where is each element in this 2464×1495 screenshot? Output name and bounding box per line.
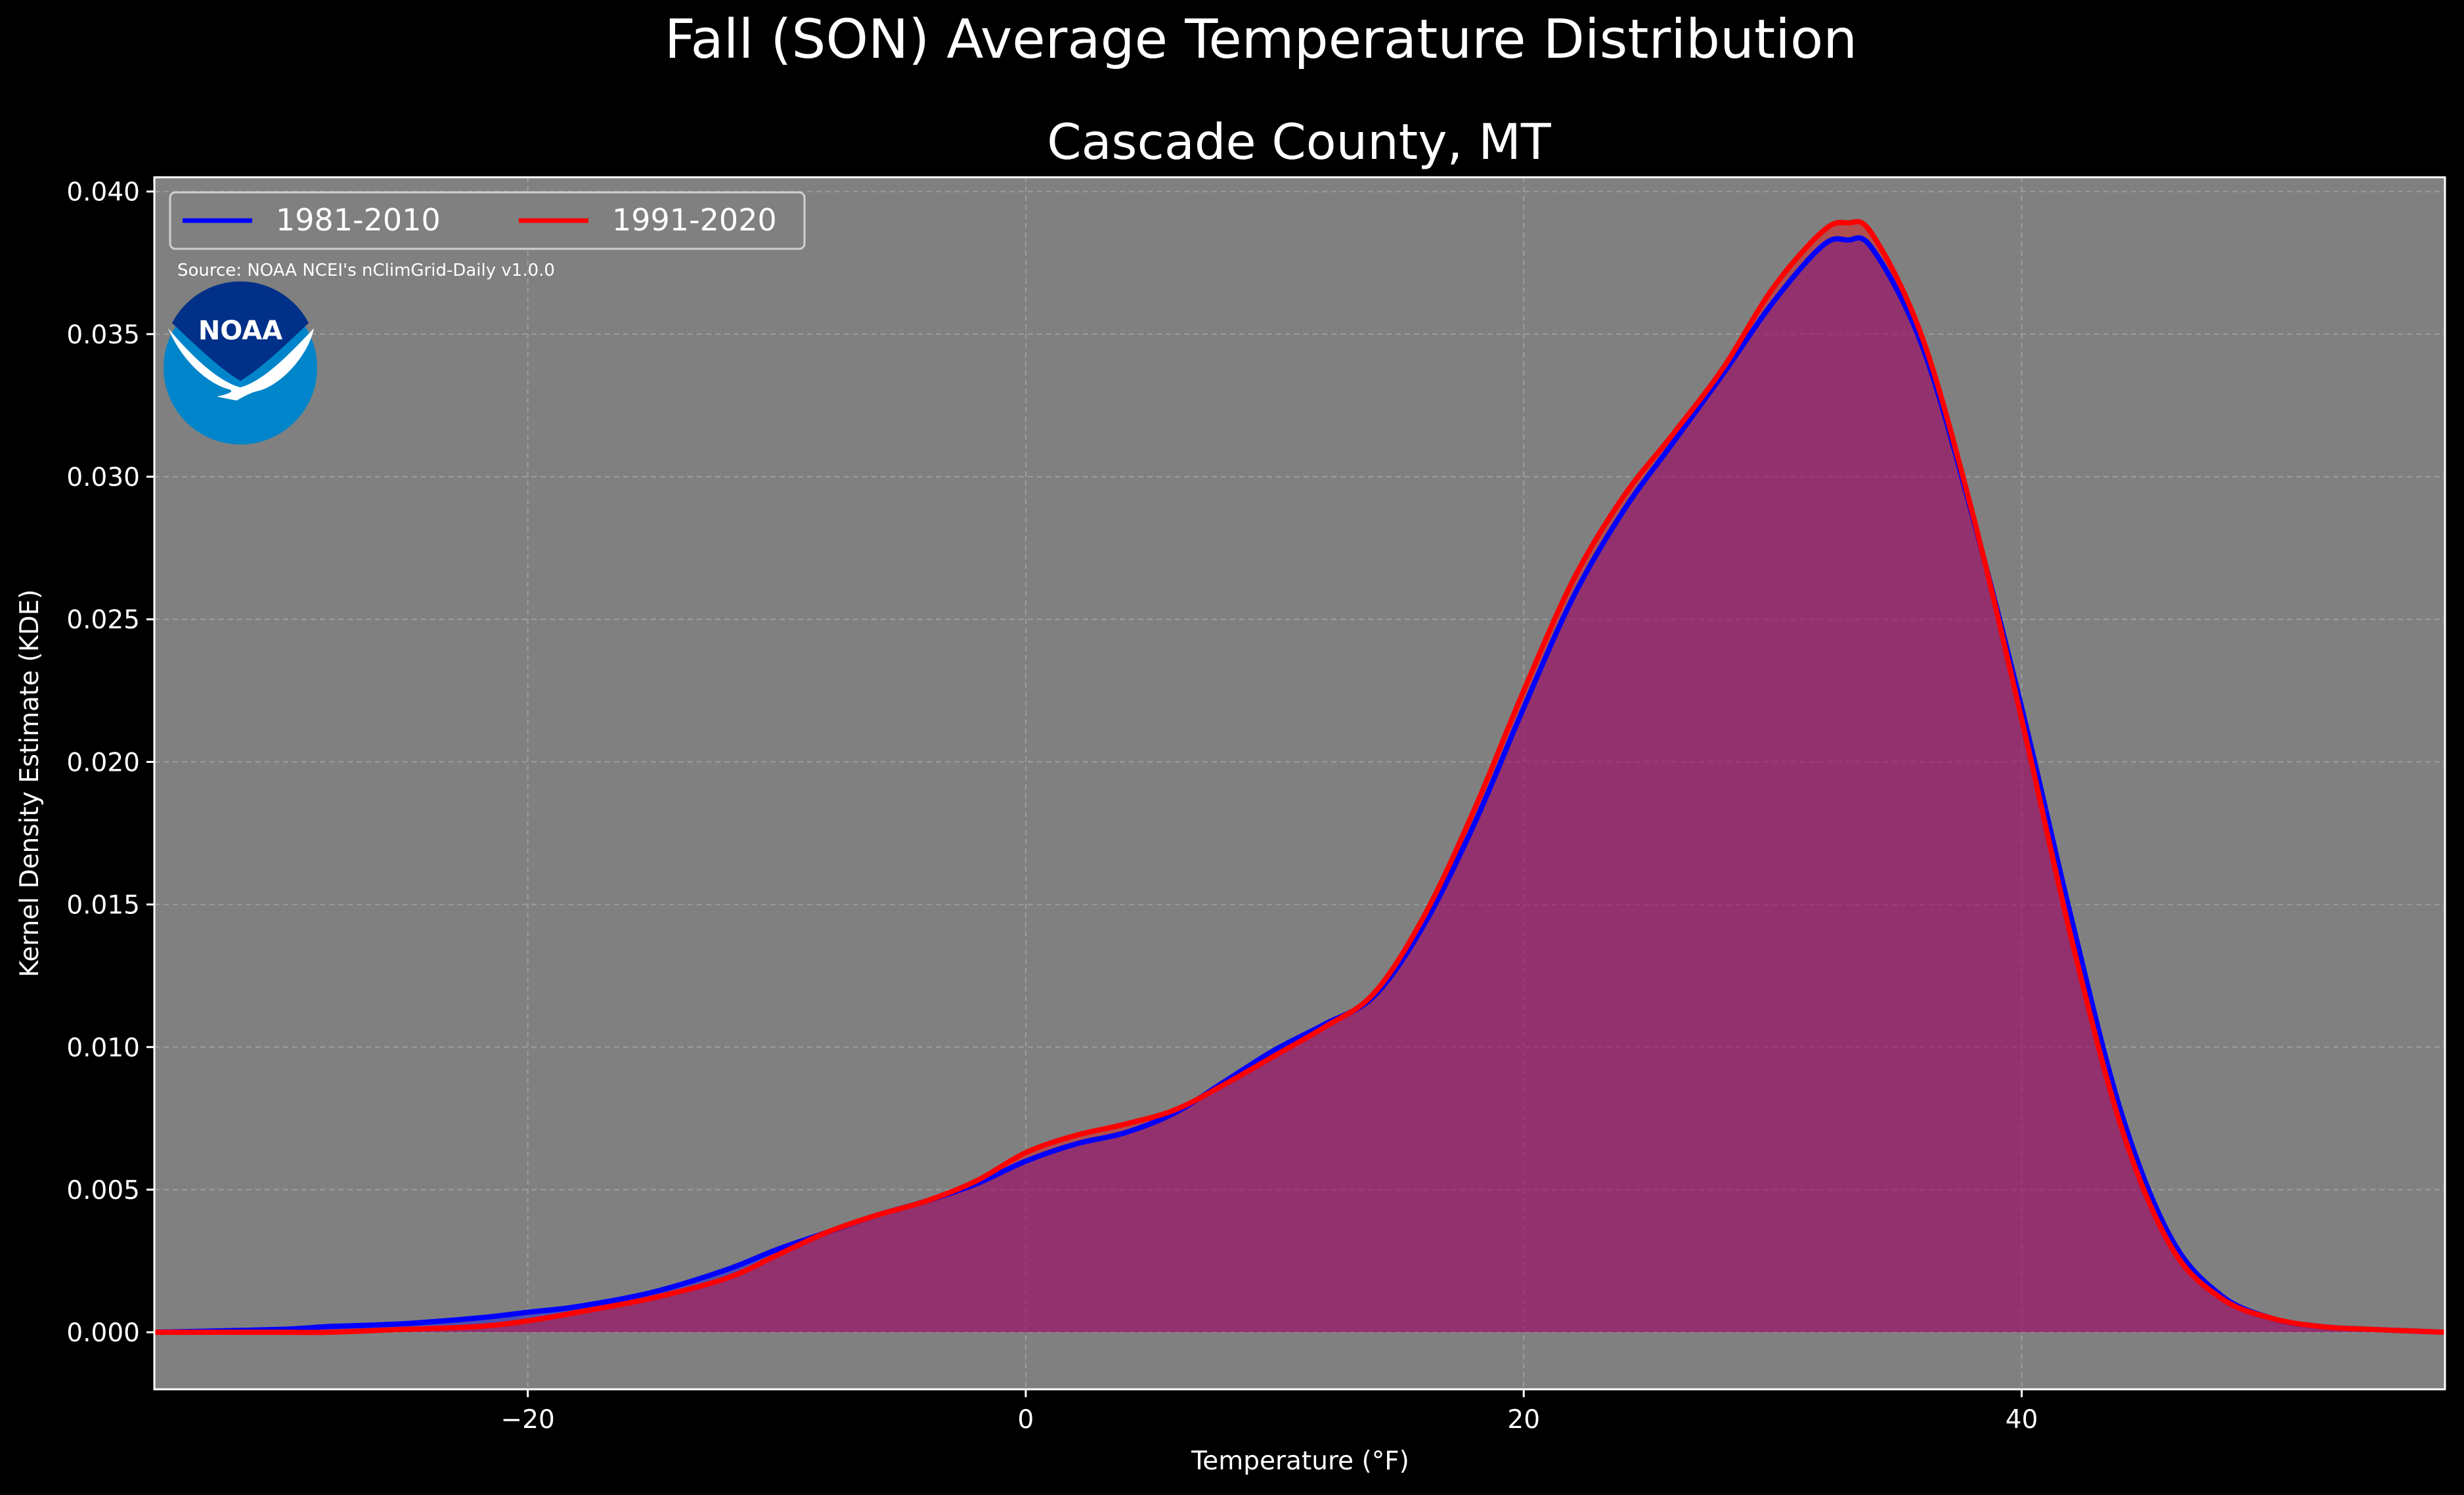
plot-frame	[153, 176, 2446, 1391]
x-axis-label: Temperature (°F)	[1191, 1446, 1409, 1476]
series-line-1981-2010	[154, 235, 2445, 1335]
x-tick-label: 20	[1507, 1405, 1540, 1435]
noaa-logo-text: NOAA	[198, 316, 282, 346]
legend-label-1991-2020: 1991-2020	[612, 202, 777, 238]
series-line-1991-2020	[154, 219, 2445, 1335]
legend-label-1981-2010: 1981-2010	[276, 202, 441, 238]
plot-area	[154, 177, 2445, 1389]
source-note: Source: NOAA NCEI's nClimGrid-Daily v1.0…	[177, 261, 555, 280]
y-tick-label: 0.020	[66, 748, 140, 777]
legend: 1981-2010 1991-2020	[169, 191, 806, 250]
y-tick-label: 0.000	[66, 1318, 140, 1348]
y-tick-label: 0.005	[66, 1176, 140, 1205]
noaa-logo-icon: NOAA	[164, 281, 317, 444]
y-axis-label: Kernel Density Estimate (KDE)	[15, 590, 45, 978]
chart-suptitle: Fall (SON) Average Temperature Distribut…	[665, 9, 1857, 71]
series-fill-1981-2010	[154, 238, 2445, 1333]
legend-box	[169, 191, 806, 250]
x-tick-label: 0	[1018, 1405, 1034, 1435]
y-tick-label: 0.015	[66, 891, 140, 921]
x-tick-label: −20	[501, 1405, 555, 1435]
y-tick-label: 0.025	[66, 605, 140, 635]
series-fill-1991-2020	[154, 221, 2445, 1333]
series-layer	[154, 219, 2445, 1335]
y-tick-label: 0.035	[66, 320, 140, 350]
y-tick-label: 0.040	[66, 178, 140, 207]
y-tick-label: 0.010	[66, 1033, 140, 1063]
x-tick-label: 40	[2006, 1405, 2038, 1435]
ticks: −20 0 20 40 0.000 0.005 0.010 0.015 0.020 0.025 0.…	[66, 178, 2038, 1435]
y-tick-label: 0.030	[66, 463, 140, 492]
chart-title: Cascade County, MT	[1047, 113, 1552, 171]
